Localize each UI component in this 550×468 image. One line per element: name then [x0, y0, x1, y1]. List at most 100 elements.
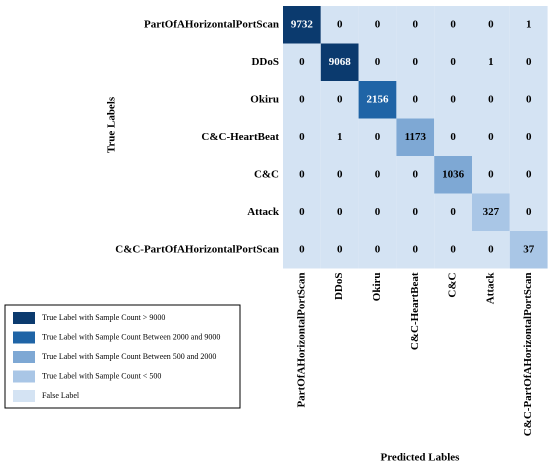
- cell: [358, 156, 397, 194]
- cell: [320, 156, 359, 194]
- cell: [472, 118, 510, 156]
- cell-label: 0: [450, 56, 456, 68]
- x-tick-label: C&C-HeartBeat: [409, 272, 421, 350]
- cell: [283, 43, 321, 81]
- cell: [358, 6, 397, 44]
- cell-label: 0: [337, 18, 343, 30]
- x-axis-label: Predicted Lables: [381, 452, 461, 464]
- cell: [283, 81, 321, 119]
- cell-label: 9068: [329, 56, 352, 68]
- cell-label: 0: [526, 131, 532, 143]
- cell-label: 0: [337, 243, 343, 255]
- cell-label: 0: [450, 206, 456, 218]
- cell: [320, 81, 359, 119]
- cell: [358, 231, 397, 269]
- cell: [358, 118, 397, 156]
- cell-label: 0: [526, 206, 532, 218]
- x-tick-label: C&C-PartOfAHorizontalPortScan: [522, 273, 534, 437]
- cell-label: 1: [337, 131, 343, 143]
- cell: [434, 6, 472, 44]
- cell-label: 0: [299, 56, 305, 68]
- legend-label: True Label with Sample Count > 9000: [42, 313, 165, 322]
- cell: [320, 43, 359, 81]
- cell: [434, 118, 472, 156]
- cell-label: 0: [450, 18, 456, 30]
- cell: [396, 193, 435, 231]
- cell-label: 2156: [367, 93, 390, 105]
- cell: [509, 81, 548, 119]
- cell: [509, 156, 548, 194]
- cell-label: 0: [375, 168, 381, 180]
- cell: [434, 43, 472, 81]
- y-tick-label: Okiru: [250, 93, 279, 105]
- cell: [283, 156, 321, 194]
- cell-label: 0: [488, 18, 494, 30]
- cell-label: 0: [488, 131, 494, 143]
- legend-swatch: [13, 370, 35, 383]
- legend-swatch: [13, 312, 35, 324]
- cell: [320, 193, 359, 231]
- cell: [283, 231, 321, 269]
- y-tick-label: DDoS: [251, 56, 279, 68]
- legend-label: True Label with Sample Count < 500: [42, 371, 161, 380]
- cell-label: 0: [337, 168, 343, 180]
- cell-label: 1036: [442, 168, 465, 180]
- cell-label: 0: [488, 168, 494, 180]
- cell-label: 0: [413, 243, 419, 255]
- cell-label: 0: [488, 243, 494, 255]
- cell: [320, 231, 359, 269]
- cell-label: 0: [413, 168, 419, 180]
- cell-label: 0: [450, 243, 456, 255]
- cell: [396, 118, 435, 156]
- cell: [509, 43, 548, 81]
- y-tick-label: C&C: [254, 168, 279, 180]
- legend-swatch: [13, 331, 35, 344]
- cell: [358, 81, 397, 119]
- cell: [434, 156, 472, 194]
- cell: [509, 231, 548, 269]
- cell-label: 327: [483, 206, 500, 218]
- cell-label: 0: [413, 18, 419, 30]
- cell: [283, 193, 321, 231]
- x-tick-label: DDoS: [333, 273, 345, 301]
- cell-label: 0: [299, 168, 305, 180]
- cell-label: 0: [299, 93, 305, 105]
- cell-label: 0: [413, 206, 419, 218]
- cell: [509, 6, 548, 44]
- cell-label: 9732: [291, 18, 314, 30]
- y-tick-label: Attack: [247, 206, 280, 218]
- cell: [472, 231, 510, 269]
- cell-label: 0: [450, 93, 456, 105]
- cell-label: 0: [526, 56, 532, 68]
- x-tick-label: C&C: [447, 272, 459, 297]
- legend-label: False Label: [42, 391, 80, 400]
- cell: [472, 43, 510, 81]
- cell-label: 0: [299, 131, 305, 143]
- cell-label: 0: [413, 56, 419, 68]
- cell-label: 0: [299, 243, 305, 255]
- cell: [283, 118, 321, 156]
- x-tick-label: Attack: [484, 272, 496, 305]
- cell-label: 0: [375, 18, 381, 30]
- cell: [396, 231, 435, 269]
- cell-label: 37: [523, 243, 535, 255]
- cell-label: 1: [488, 56, 494, 68]
- cell: [320, 118, 359, 156]
- cell: [472, 6, 510, 44]
- cell-label: 0: [526, 93, 532, 105]
- cell-label: 0: [413, 93, 419, 105]
- y-tick-label: PartOfAHorizontalPortScan: [144, 18, 279, 30]
- cell-label: 0: [299, 206, 305, 218]
- legend-swatch: [13, 351, 35, 363]
- y-tick-label: C&C-PartOfAHorizontalPortScan: [115, 243, 279, 255]
- legend-label: True Label with Sample Count Between 200…: [42, 332, 220, 341]
- cell-label: 0: [375, 243, 381, 255]
- cell-label: 1: [526, 18, 532, 30]
- cell: [509, 118, 548, 156]
- cell-label: 0: [375, 131, 381, 143]
- legend-box: [4, 304, 241, 409]
- x-tick-label: Okiru: [371, 273, 383, 302]
- cell: [472, 193, 510, 231]
- cell-label: 0: [526, 168, 532, 180]
